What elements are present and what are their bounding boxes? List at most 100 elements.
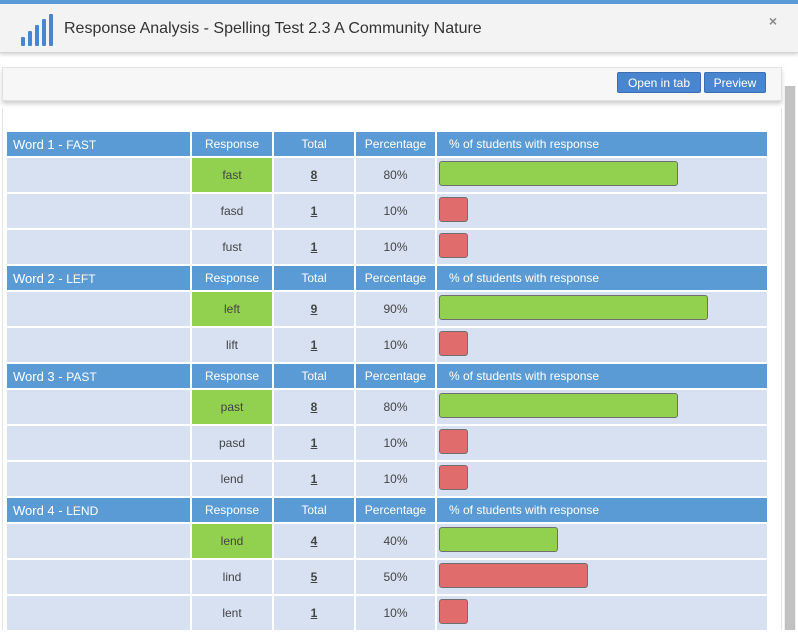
percentage-cell: 10% — [356, 426, 435, 460]
response-row: fasd 1 10% — [7, 194, 767, 228]
total-link[interactable]: 4 — [310, 534, 318, 548]
response-cell: fasd — [192, 194, 272, 228]
word-spacer-cell — [7, 328, 190, 362]
column-header-response: Response — [192, 266, 272, 290]
percentage-bar — [439, 331, 468, 356]
total-cell: 5 — [274, 560, 354, 594]
percentage-bar — [439, 429, 468, 454]
preview-button[interactable]: Preview — [704, 72, 766, 93]
percentage-cell: 80% — [356, 390, 435, 424]
column-header-percentage: Percentage — [356, 132, 435, 156]
response-row: lent 1 10% — [7, 596, 767, 630]
response-cell: past — [192, 390, 272, 424]
percentage-bar — [439, 563, 588, 588]
response-row: lend 4 40% — [7, 524, 767, 558]
percentage-cell: 40% — [356, 524, 435, 558]
word-title: Word 3 - PAST — [7, 364, 190, 388]
response-cell: pasd — [192, 426, 272, 460]
bar-cell — [437, 158, 767, 192]
response-row: fast 8 80% — [7, 158, 767, 192]
column-header-percentage: Percentage — [356, 266, 435, 290]
scrollbar-thumb[interactable] — [785, 86, 795, 630]
word-title: Word 1 - FAST — [7, 132, 190, 156]
word-spacer-cell — [7, 390, 190, 424]
content-panel: Word 1 - FAST Response Total Percentage% of… — [2, 108, 782, 630]
open-in-tab-button[interactable]: Open in tab — [617, 72, 701, 93]
total-link[interactable]: 1 — [310, 606, 318, 620]
percentage-cell: 10% — [356, 462, 435, 496]
word-label: Word 2 - — [13, 270, 67, 286]
percentage-cell: 10% — [356, 194, 435, 228]
response-row: past 8 80% — [7, 390, 767, 424]
word-spacer-cell — [7, 230, 190, 264]
total-link[interactable]: 1 — [310, 204, 318, 218]
response-row: lind 5 50% — [7, 560, 767, 594]
response-cell: lind — [192, 560, 272, 594]
vertical-scrollbar[interactable] — [784, 86, 796, 630]
response-cell: lent — [192, 596, 272, 630]
total-link[interactable]: 8 — [310, 400, 318, 414]
close-icon[interactable]: × — [768, 13, 778, 29]
total-cell: 1 — [274, 462, 354, 496]
word-header-row: Word 4 - LEND Response Total Percentage% of… — [7, 498, 767, 522]
response-cell: left — [192, 292, 272, 326]
total-link[interactable]: 1 — [310, 338, 318, 352]
total-cell: 1 — [274, 230, 354, 264]
total-link[interactable]: 1 — [310, 436, 318, 450]
bar-cell — [437, 596, 767, 630]
word-value: LEND — [66, 503, 99, 518]
word-header-row: Word 2 - LEFT Response Total Percentage% of… — [7, 266, 767, 290]
response-cell: lend — [192, 524, 272, 558]
percentage-bar — [439, 393, 678, 418]
percentage-cell: 10% — [356, 230, 435, 264]
percentage-bar — [439, 465, 468, 490]
bar-cell — [437, 390, 767, 424]
percentage-bar — [439, 197, 468, 222]
bar-cell — [437, 194, 767, 228]
column-header-students: % of students with response — [437, 266, 767, 290]
word-title: Word 2 - LEFT — [7, 266, 190, 290]
word-label: Word 3 - — [13, 368, 67, 384]
bar-cell — [437, 426, 767, 460]
bar-cell — [437, 292, 767, 326]
total-link[interactable]: 5 — [310, 570, 318, 584]
bar-cell — [437, 462, 767, 496]
bar-cell — [437, 328, 767, 362]
response-row: fust 1 10% — [7, 230, 767, 264]
dialog-title: Response Analysis - Spelling Test 2.3 A … — [64, 20, 482, 37]
word-header-row: Word 1 - FAST Response Total Percentage% of… — [7, 132, 767, 156]
response-row: pasd 1 10% — [7, 426, 767, 460]
response-cell: fust — [192, 230, 272, 264]
dialog-header: Response Analysis - Spelling Test 2.3 A … — [0, 4, 798, 53]
word-spacer-cell — [7, 524, 190, 558]
word-spacer-cell — [7, 194, 190, 228]
word-value: FAST — [66, 137, 97, 152]
word-title: Word 4 - LEND — [7, 498, 190, 522]
column-header-students: % of students with response — [437, 498, 767, 522]
total-cell: 1 — [274, 328, 354, 362]
total-link[interactable]: 9 — [310, 302, 318, 316]
word-label: Word 1 - — [13, 136, 67, 152]
percentage-bar — [439, 599, 468, 624]
word-spacer-cell — [7, 596, 190, 630]
response-row: lend 1 10% — [7, 462, 767, 496]
bar-cell — [437, 230, 767, 264]
response-row: lift 1 10% — [7, 328, 767, 362]
column-header-percentage: Percentage — [356, 364, 435, 388]
total-link[interactable]: 1 — [310, 240, 318, 254]
response-row: left 9 90% — [7, 292, 767, 326]
toolbar: Open in tab Preview — [2, 67, 782, 101]
total-cell: 9 — [274, 292, 354, 326]
column-header-students: % of students with response — [437, 364, 767, 388]
response-analysis-table: Word 1 - FAST Response Total Percentage% of… — [5, 130, 769, 632]
word-spacer-cell — [7, 426, 190, 460]
total-cell: 1 — [274, 426, 354, 460]
percentage-cell: 50% — [356, 560, 435, 594]
bar-chart-icon — [21, 14, 53, 46]
response-cell: lift — [192, 328, 272, 362]
total-cell: 8 — [274, 390, 354, 424]
word-spacer-cell — [7, 292, 190, 326]
total-link[interactable]: 8 — [310, 168, 318, 182]
word-spacer-cell — [7, 560, 190, 594]
total-link[interactable]: 1 — [310, 472, 318, 486]
